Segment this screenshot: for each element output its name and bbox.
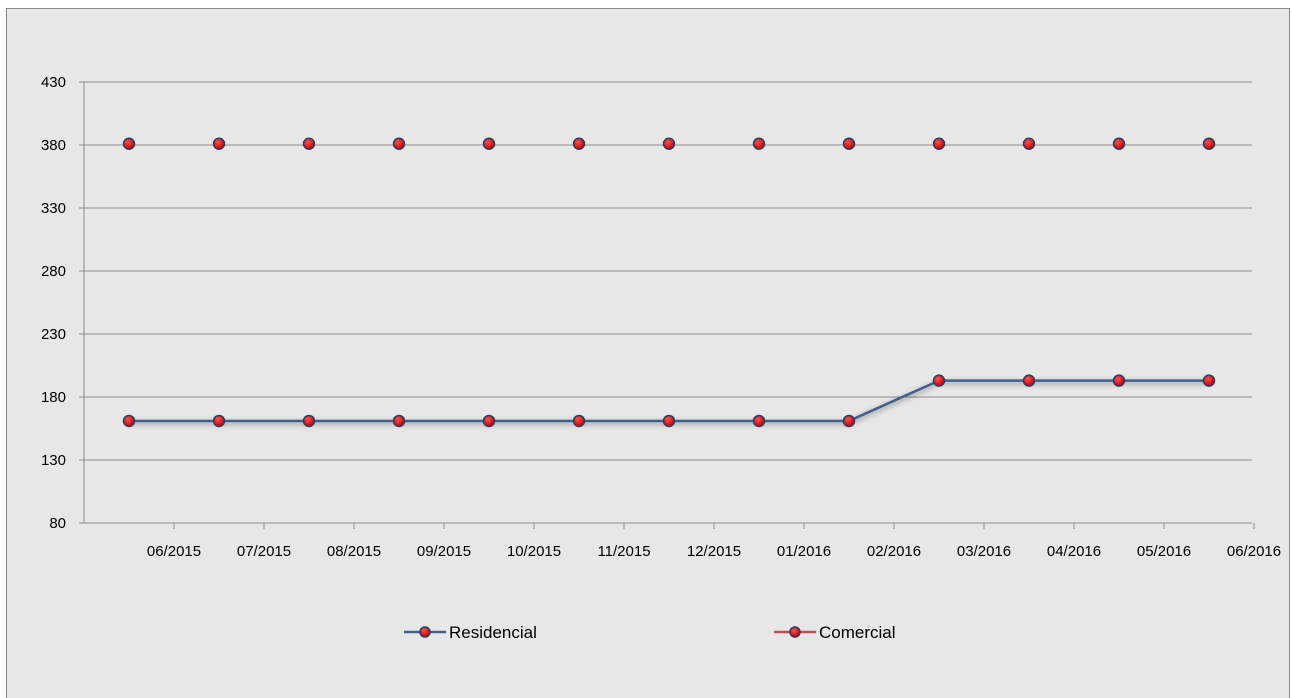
- data-point: [392, 414, 406, 428]
- data-point: [1112, 137, 1126, 150]
- x-tick-label: 10/2015: [507, 543, 561, 560]
- y-tick-label: 230: [41, 326, 66, 343]
- y-tick-label: 380: [41, 137, 66, 154]
- data-point: [1112, 374, 1126, 387]
- data-point: [662, 137, 676, 150]
- legend-label-residencial: Residencial: [449, 623, 537, 642]
- x-tick-label: 07/2015: [237, 543, 291, 560]
- chart-frame: [6, 8, 1290, 698]
- data-point: [932, 137, 946, 150]
- y-tick-label: 130: [41, 452, 66, 469]
- x-tick-label: 06/2016: [1227, 543, 1281, 560]
- y-tick-label: 280: [41, 263, 66, 280]
- data-point: [212, 414, 226, 428]
- data-point: [752, 137, 766, 150]
- x-tick-label: 02/2016: [867, 543, 921, 560]
- x-tick-label: 06/2015: [147, 543, 201, 560]
- data-point: [122, 414, 136, 428]
- data-point: [122, 137, 136, 150]
- x-tick-label: 04/2016: [1047, 543, 1101, 560]
- data-point: [1022, 374, 1036, 387]
- data-point: [932, 374, 946, 387]
- data-point: [1202, 374, 1216, 387]
- data-point: [1022, 137, 1036, 150]
- x-tick-label: 11/2015: [597, 543, 650, 560]
- data-point: [662, 414, 676, 428]
- data-point: [842, 137, 856, 150]
- legend-label-comercial: Comercial: [819, 623, 896, 642]
- x-tick-label: 05/2016: [1137, 543, 1191, 560]
- data-point: [842, 414, 856, 428]
- x-tick-label: 09/2015: [417, 543, 471, 560]
- y-tick-label: 180: [41, 389, 66, 406]
- data-point: [392, 137, 406, 150]
- data-point: [1202, 137, 1216, 150]
- data-point: [572, 414, 586, 428]
- data-point: [212, 137, 226, 150]
- data-point: [572, 137, 586, 150]
- x-tick-label: 12/2015: [687, 543, 741, 560]
- legend-marker-comercial: [789, 626, 801, 638]
- data-point: [482, 414, 496, 428]
- y-tick-label: 80: [49, 515, 66, 532]
- y-tick-label: 330: [41, 200, 66, 217]
- legend-marker-residencial: [419, 626, 431, 638]
- data-point: [752, 414, 766, 428]
- data-point: [302, 414, 316, 428]
- data-point: [302, 137, 316, 150]
- y-tick-label: 430: [41, 74, 66, 91]
- x-tick-label: 08/2015: [327, 543, 381, 560]
- x-tick-label: 03/2016: [957, 543, 1011, 560]
- x-tick-label: 01/2016: [777, 543, 831, 560]
- data-point: [482, 137, 496, 150]
